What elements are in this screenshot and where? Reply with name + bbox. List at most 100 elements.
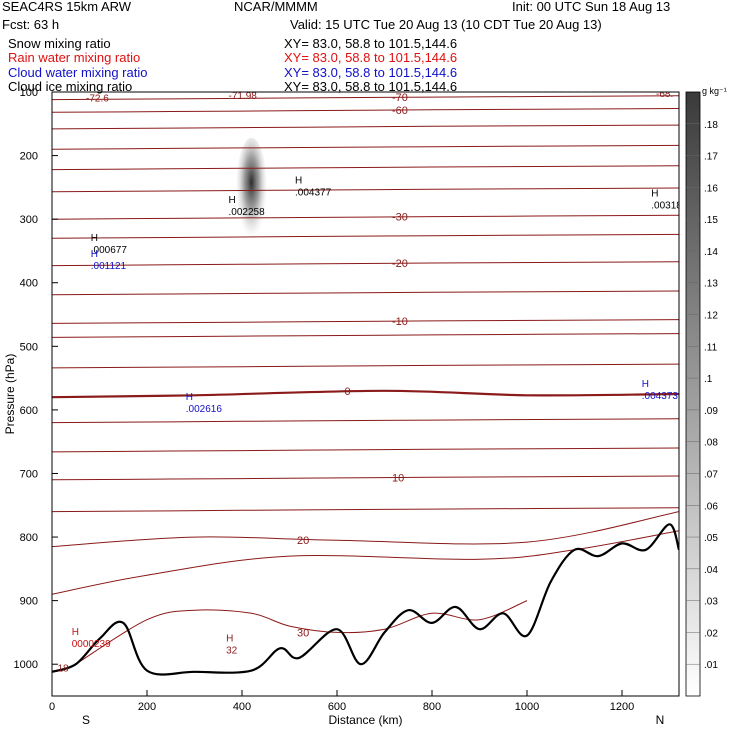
extremum-value: .002258: [229, 207, 266, 218]
extremum-marker: H: [642, 379, 649, 390]
plot-frame: [51, 91, 680, 697]
extremum-value: 32: [226, 645, 238, 656]
colorbar-tick-label: .09: [704, 406, 718, 417]
colorbar-tick-label: .01: [704, 660, 718, 671]
isotherm-line: [52, 333, 679, 338]
model-title: SEAC4RS 15km ARW: [2, 0, 132, 14]
colorbar-tick-label: .04: [704, 565, 718, 576]
y-axis-label: Pressure (hPa): [3, 354, 17, 435]
extremum-marker: H: [226, 633, 233, 644]
extremum-value: .004373: [642, 391, 679, 402]
extremum-marker: H: [295, 176, 302, 187]
isotherm-line: [52, 447, 679, 453]
y-tick-label: 600: [20, 405, 38, 417]
colorbar-tick-label: .05: [704, 533, 718, 544]
x-tick-label: 1200: [610, 701, 634, 713]
isotherm-line: [52, 95, 679, 101]
field-cloudwater-xy: XY= 83.0, 58.8 to 101.5,144.6: [284, 65, 458, 80]
y-tick-label: 1000: [14, 659, 38, 671]
x-tick-label: 600: [328, 701, 346, 713]
isotherm-label: -10: [392, 316, 408, 328]
isotherm-line: [52, 319, 679, 324]
colorbar-tick-label: .03: [704, 597, 718, 608]
extremum-marker: H: [651, 188, 658, 199]
snow-mixing-ratio-max: [235, 137, 268, 250]
extremum-value: -71.98: [229, 91, 258, 102]
isotherm-label: -60: [392, 105, 408, 117]
isotherm-line: [52, 511, 679, 548]
colorbar-tick-label: .12: [704, 311, 718, 322]
isotherm-line: [52, 187, 679, 193]
extremum-value: .000677: [91, 245, 128, 256]
isotherm-line: [52, 530, 679, 595]
colorbar: [685, 91, 701, 697]
isotherm-line: [52, 108, 679, 113]
isotherm-line: [52, 475, 679, 481]
x-axis-label: Distance (km): [328, 713, 402, 727]
isotherm-line: [52, 290, 679, 296]
isotherm-line: [52, 233, 679, 239]
extremum-value: 18: [58, 663, 70, 674]
colorbar-tick-label: .1: [704, 374, 713, 385]
x-tick-label: 1000: [515, 701, 539, 713]
isotherm-line: [52, 418, 679, 424]
isotherm-label: -30: [392, 212, 408, 224]
y-tick-label: 400: [20, 278, 38, 290]
south-end-label: S: [82, 713, 90, 727]
extremum-value: -68.: [656, 89, 673, 100]
x-tick-label: 0: [49, 701, 55, 713]
isotherm-label: 0: [345, 386, 351, 398]
terrain-surface-line: [52, 523, 679, 676]
colorbar-tick-label: .17: [704, 152, 718, 163]
isotherm-label: 30: [297, 627, 309, 639]
colorbar-tick-label: .16: [704, 183, 718, 194]
colorbar-tick-label: .13: [704, 279, 718, 290]
isotherm-line: [52, 507, 679, 513]
isotherm-label: 20: [297, 535, 309, 547]
x-tick-label: 400: [233, 701, 251, 713]
colorbar-tick-label: .11: [704, 342, 718, 353]
extremum-value: .004377: [295, 188, 332, 199]
field-rain-name: Rain water mixing ratio: [8, 50, 141, 65]
extremum-value: .002616: [186, 404, 223, 415]
field-cloudice-xy: XY= 83.0, 58.8 to 101.5,144.6: [284, 79, 458, 94]
y-tick-label: 200: [20, 151, 38, 163]
extremum-marker: L: [656, 77, 662, 88]
x-tick-label: 800: [423, 701, 441, 713]
isotherm-line: [52, 363, 679, 369]
colorbar-tick-label: .15: [704, 215, 718, 226]
x-tick-label: 200: [138, 701, 156, 713]
field-cloudice-name: Cloud ice mixing ratio: [8, 79, 133, 94]
extremum-marker: H: [186, 392, 193, 403]
y-tick-label: 800: [20, 532, 38, 544]
y-top-tick-label: 100: [20, 87, 38, 99]
colorbar-tick-label: .08: [704, 438, 718, 449]
colorbar-tick-label: .07: [704, 469, 718, 480]
field-snow-xy: XY= 83.0, 58.8 to 101.5,144.6: [284, 36, 458, 51]
init-time: Init: 00 UTC Sun 18 Aug 13: [512, 0, 671, 14]
colorbar-tick-label: .06: [704, 501, 718, 512]
extremum-marker: H: [91, 249, 98, 260]
extremum-value: .001121: [91, 261, 127, 272]
field-cloudwater-name: Cloud water mixing ratio: [8, 65, 148, 80]
field-snow-name: Snow mixing ratio: [8, 36, 111, 51]
isotherm-label: -20: [392, 258, 408, 270]
y-tick-label: 500: [20, 341, 38, 353]
field-rain-xy: XY= 83.0, 58.8 to 101.5,144.6: [284, 50, 458, 65]
extremum-value: .00318: [651, 200, 682, 211]
isotherm-line: [52, 389, 679, 399]
colorbar-tick-label: .14: [704, 247, 718, 258]
isotherm-line: [52, 261, 679, 267]
colorbar-tick-label: .18: [704, 120, 718, 131]
y-tick-label: 700: [20, 468, 38, 480]
isotherm-line: [52, 214, 679, 220]
valid-time: Valid: 15 UTC Tue 20 Aug 13 (10 CDT Tue …: [290, 17, 602, 32]
isotherm-label: -70: [392, 92, 408, 104]
isotherm-line: [52, 124, 679, 130]
extremum-marker: H: [91, 233, 98, 244]
extremum-value: -72.6: [86, 94, 109, 105]
forecast-hour: Fcst: 63 h: [2, 17, 60, 32]
north-end-label: N: [656, 713, 665, 727]
extremum-marker: H: [229, 195, 236, 206]
